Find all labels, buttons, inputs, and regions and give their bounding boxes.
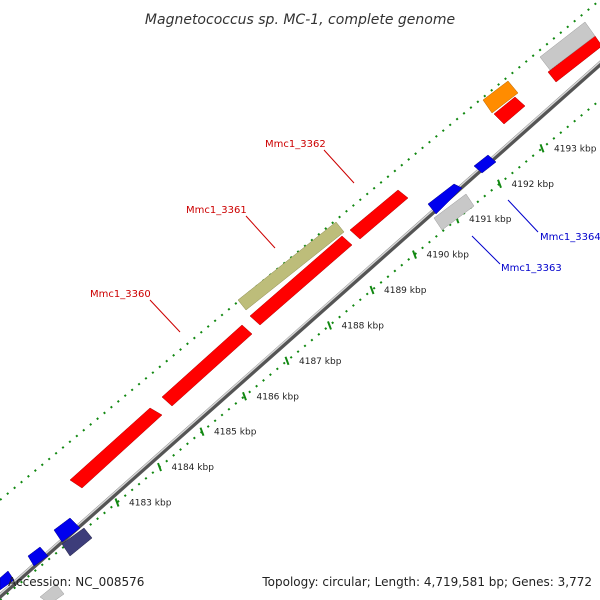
tick-label-group: 4183 kbp 4184 kbp 4185 kbp 4186 kbp 4187 kbp… xyxy=(129,144,597,508)
major-tick xyxy=(539,143,545,153)
olive-feature[interactable] xyxy=(237,221,345,311)
tick-label: 4191 kbp xyxy=(469,215,512,225)
feature-group xyxy=(0,21,600,600)
gene-feature[interactable] xyxy=(161,324,253,407)
map-title: Magnetococcus sp. MC-1, complete genome xyxy=(145,12,455,28)
tick-label: 4185 kbp xyxy=(214,428,257,438)
inner-dotted-ring xyxy=(0,99,600,600)
tick-label: 4186 kbp xyxy=(257,392,300,402)
major-tick xyxy=(497,179,502,189)
major-tick xyxy=(199,427,205,437)
tick-label: 4190 kbp xyxy=(427,251,470,261)
backbone xyxy=(0,60,600,600)
gene-feature[interactable] xyxy=(69,407,163,489)
gene-feature[interactable] xyxy=(427,183,463,215)
major-tick xyxy=(114,498,120,507)
tick-label: 4183 kbp xyxy=(129,499,172,509)
major-tick xyxy=(284,356,290,366)
gene-label[interactable]: Mmc1_3363 xyxy=(501,263,562,274)
gray-feature[interactable] xyxy=(39,583,65,600)
gene-feature[interactable] xyxy=(0,570,15,591)
gene-feature[interactable] xyxy=(493,96,526,125)
outer-dotted-ring xyxy=(0,0,600,501)
gene-feature[interactable] xyxy=(473,154,497,174)
major-tick-group xyxy=(114,143,545,507)
genome-summary-text: Topology: circular; Length: 4,719,581 bp… xyxy=(261,575,592,589)
gray-feature[interactable] xyxy=(539,21,596,71)
gene-label[interactable]: Mmc1_3364 xyxy=(540,232,600,243)
tick-label: 4189 kbp xyxy=(384,286,427,296)
gene-feature[interactable] xyxy=(53,517,81,543)
gene-feature[interactable] xyxy=(27,546,49,567)
tick-label: 4187 kbp xyxy=(299,357,342,367)
tick-label: 4193 kbp xyxy=(554,144,597,154)
dark-feature[interactable] xyxy=(61,527,93,557)
major-tick xyxy=(157,462,162,472)
tick-label: 4192 kbp xyxy=(512,180,555,190)
gene-label[interactable]: Mmc1_3360 xyxy=(90,289,151,300)
gene-label[interactable]: Mmc1_3362 xyxy=(265,139,326,150)
tick-label: 4188 kbp xyxy=(342,321,385,331)
leader-lines xyxy=(149,149,539,333)
tick-label: 4184 kbp xyxy=(172,463,215,473)
gene-feature[interactable] xyxy=(349,189,409,240)
major-tick xyxy=(242,391,247,401)
gene-labels: Mmc1_3360 Mmc1_3361 Mmc1_3362 Mmc1_3363 … xyxy=(90,139,600,300)
major-tick xyxy=(412,250,417,259)
major-tick xyxy=(369,285,375,295)
accession-text: Accession: NC_008576 xyxy=(8,575,144,589)
orange-feature[interactable] xyxy=(482,80,519,114)
gene-label[interactable]: Mmc1_3361 xyxy=(186,205,247,216)
gray-feature[interactable] xyxy=(433,193,475,231)
gene-feature[interactable] xyxy=(249,235,353,326)
major-tick xyxy=(327,321,332,330)
